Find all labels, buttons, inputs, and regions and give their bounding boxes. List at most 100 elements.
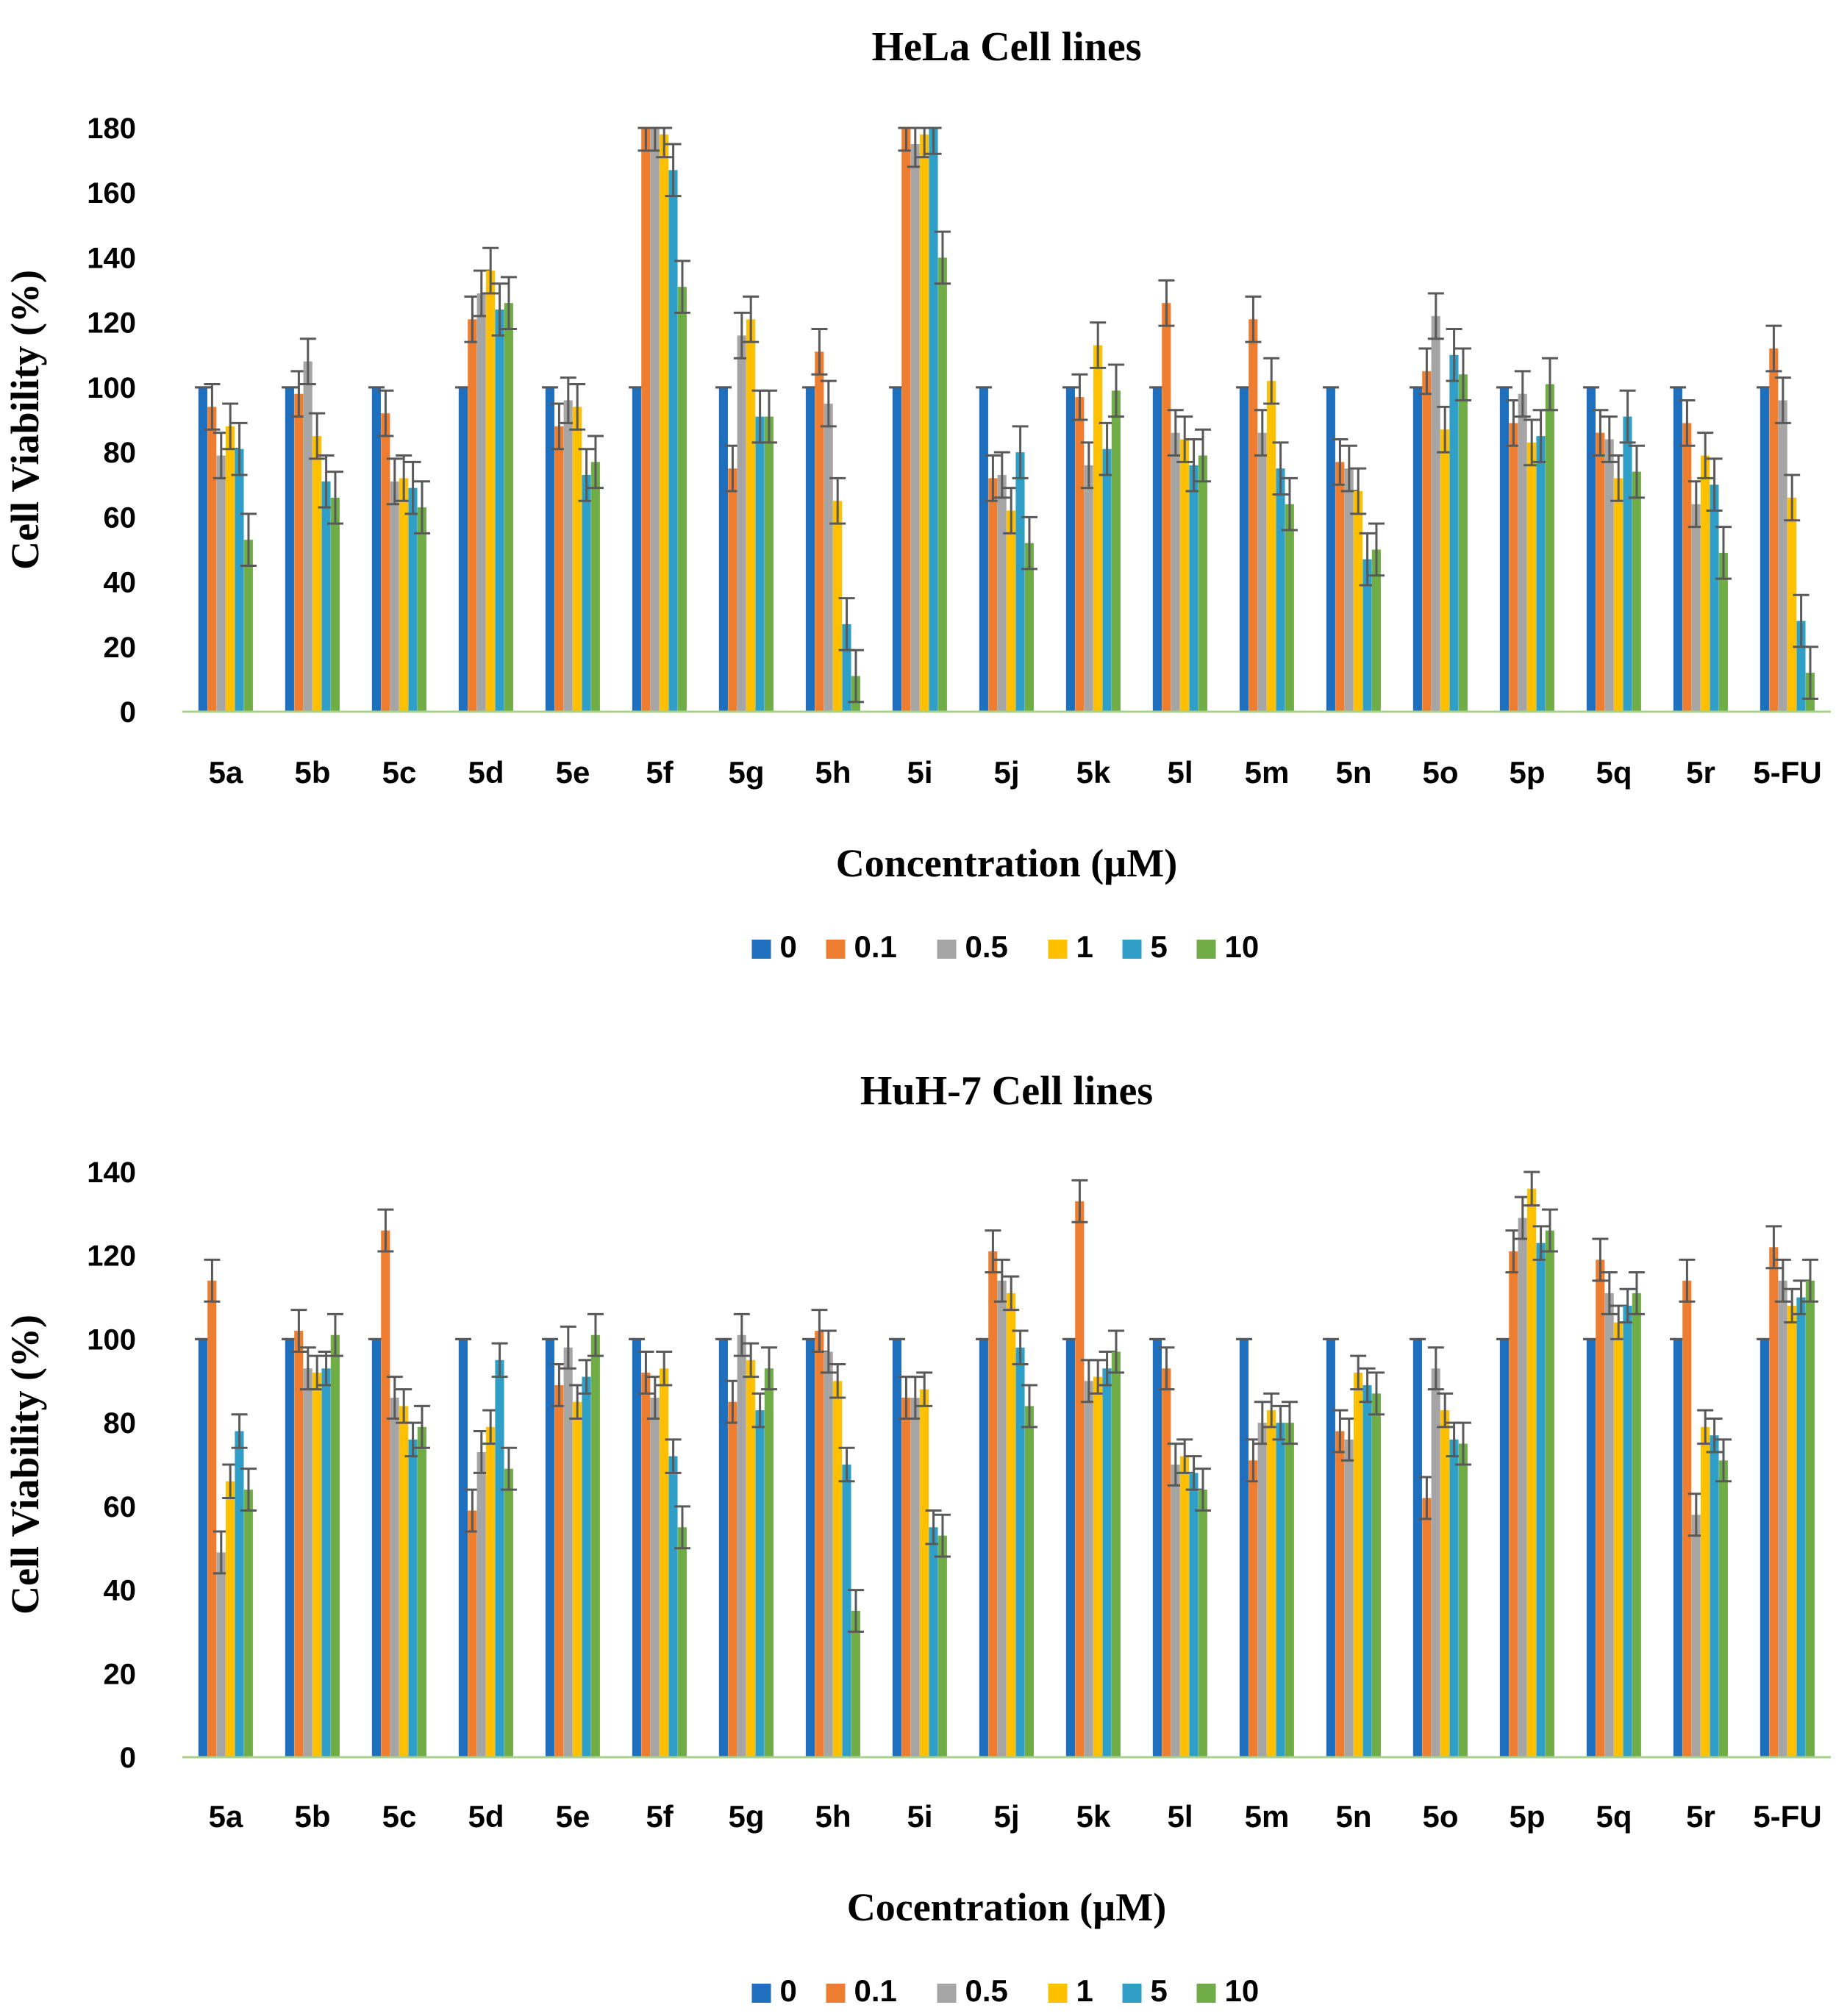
bar-5o-series-0.1 xyxy=(1422,371,1432,712)
bar-5h-series-10 xyxy=(851,1611,860,1757)
legend-swatch-0.1 xyxy=(826,1984,846,2003)
bar-5o-series-10 xyxy=(1458,1443,1468,1757)
y-tick-label: 20 xyxy=(104,1658,137,1690)
x-category-label: 5m xyxy=(1245,755,1290,790)
y-tick-label: 160 xyxy=(87,177,136,210)
bar-5k-series-1 xyxy=(1093,345,1103,712)
bar-5m-series-0.1 xyxy=(1249,319,1258,712)
bar-5l-series-0.1 xyxy=(1162,303,1171,712)
bar-5j-series-1 xyxy=(1007,1293,1016,1757)
chart-title: HeLa Cell lines xyxy=(871,24,1141,70)
bar-5c-series-1 xyxy=(399,1406,409,1757)
bar-5o-series-0.1 xyxy=(1422,1498,1432,1757)
bar-5j-series-5 xyxy=(1015,452,1025,712)
y-tick-label: 120 xyxy=(87,1240,136,1273)
y-tick-label: 180 xyxy=(87,112,136,145)
bar-5j-series-0.1 xyxy=(988,1251,998,1757)
bar-5n-series-0.1 xyxy=(1335,462,1345,712)
bar-5a-series-10 xyxy=(243,540,253,712)
x-category-label: 5l xyxy=(1167,755,1193,790)
bar-5o-series-0.5 xyxy=(1431,1368,1440,1757)
legend: 0 0.1 0.5 1 5 10 xyxy=(751,929,1260,964)
bar-5f-series-0.5 xyxy=(650,1398,660,1757)
legend-swatch-0 xyxy=(751,940,771,959)
bar-5r-series-0 xyxy=(1673,387,1682,712)
bar-5r-series-1 xyxy=(1701,455,1710,712)
bar-5r-series-5 xyxy=(1710,485,1719,712)
bar-5a-series-0.5 xyxy=(216,455,226,712)
x-category-label: 5-FU xyxy=(1753,755,1821,790)
bar-5b-series-0.5 xyxy=(303,1368,312,1757)
bar-5l-series-0 xyxy=(1152,387,1162,712)
bar-5j-series-0.5 xyxy=(997,474,1007,712)
bar-5-FU-series-1 xyxy=(1787,1305,1797,1757)
bar-5e-series-5 xyxy=(582,1376,591,1757)
bar-5i-series-1 xyxy=(920,1389,929,1757)
bar-5d-series-5 xyxy=(495,1359,504,1757)
bar-5k-series-5 xyxy=(1102,448,1112,712)
bar-5o-series-1 xyxy=(1440,1410,1450,1757)
bar-5i-series-10 xyxy=(937,1535,947,1757)
bar-5k-series-0.5 xyxy=(1084,465,1093,712)
bar-5e-series-0.1 xyxy=(554,1384,564,1757)
bar-5o-series-1 xyxy=(1440,429,1450,712)
bar-5n-series-0 xyxy=(1326,387,1335,712)
bar-5l-series-1 xyxy=(1180,439,1190,712)
bar-5j-series-10 xyxy=(1024,543,1034,712)
bar-5e-series-0.5 xyxy=(563,400,573,712)
bar-5j-series-0.5 xyxy=(997,1280,1007,1757)
y-tick-label: 0 xyxy=(120,1742,136,1774)
x-axis-title: Concentration (µM) xyxy=(836,841,1178,885)
bar-5q-series-0.1 xyxy=(1596,1259,1605,1757)
bar-5f-series-0.5 xyxy=(650,128,660,712)
bar-5-FU-series-0.5 xyxy=(1778,400,1787,712)
legend-swatch-0 xyxy=(751,1984,771,2003)
bar-5o-series-0 xyxy=(1412,1339,1422,1757)
bar-5c-series-5 xyxy=(408,487,418,712)
bar-5n-series-10 xyxy=(1371,1393,1381,1757)
bar-5l-series-0.5 xyxy=(1171,432,1180,712)
bar-5e-series-0.5 xyxy=(563,1347,573,1757)
bar-5b-series-5 xyxy=(321,1368,331,1757)
y-axis-title: Cell Viability (%) xyxy=(3,270,47,570)
legend-label: 10 xyxy=(1225,929,1260,964)
bar-5q-series-1 xyxy=(1614,1322,1624,1757)
legend-label: 10 xyxy=(1225,1973,1260,2008)
y-tick-label: 80 xyxy=(104,437,137,469)
x-axis-title: Cocentration (µM) xyxy=(847,1885,1166,1929)
bar-5j-series-1 xyxy=(1007,510,1016,712)
x-category-label: 5h xyxy=(815,755,851,790)
y-tick-label: 60 xyxy=(104,1491,137,1523)
bar-5a-series-0 xyxy=(198,387,207,712)
bar-5h-series-1 xyxy=(833,1381,843,1757)
bar-5d-series-0.1 xyxy=(468,1510,477,1757)
bar-5r-series-5 xyxy=(1710,1435,1719,1757)
bar-5q-series-0.1 xyxy=(1596,432,1605,712)
bar-5n-series-5 xyxy=(1362,1384,1372,1757)
bar-5q-series-0.5 xyxy=(1604,439,1614,712)
bar-5p-series-0.1 xyxy=(1509,1251,1518,1757)
bar-5i-series-1 xyxy=(920,134,929,712)
bar-5g-series-0.5 xyxy=(737,1334,746,1757)
y-tick-label: 120 xyxy=(87,307,136,340)
bar-5o-series-5 xyxy=(1449,1439,1459,1757)
bar-5m-series-1 xyxy=(1267,1410,1276,1757)
bar-5n-series-1 xyxy=(1354,491,1363,712)
bar-5d-series-0 xyxy=(458,1339,468,1757)
x-category-label: 5f xyxy=(646,755,674,790)
y-tick-label: 40 xyxy=(104,1575,137,1607)
bar-5h-series-0.1 xyxy=(815,351,824,712)
x-category-label: 5k xyxy=(1076,755,1111,790)
bar-5q-series-10 xyxy=(1632,471,1641,712)
bar-5k-series-0 xyxy=(1065,1339,1075,1757)
legend-label: 0 xyxy=(780,929,797,964)
bar-5a-series-10 xyxy=(243,1490,253,1757)
bar-5f-series-0 xyxy=(632,387,641,712)
bar-5r-series-10 xyxy=(1718,1460,1728,1757)
legend-swatch-5 xyxy=(1122,1984,1142,2003)
x-category-label: 5c xyxy=(382,1799,417,1834)
bar-5k-series-10 xyxy=(1111,390,1121,712)
bar-5c-series-0.1 xyxy=(381,1230,390,1757)
legend-swatch-0.1 xyxy=(826,940,846,959)
